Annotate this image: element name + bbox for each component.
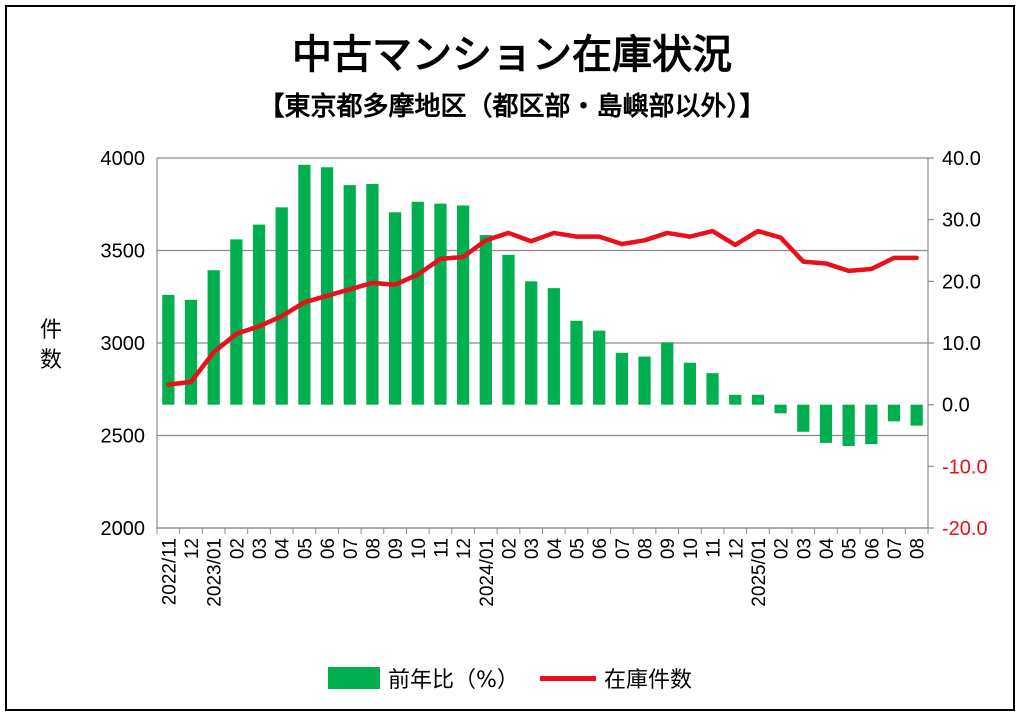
x-tick-label: 2022/11: [159, 538, 180, 605]
x-tick-label: 10: [409, 538, 430, 559]
x-tick-label: 11: [704, 538, 725, 558]
x-tick-label: 07: [885, 538, 906, 559]
x-tick-label: 2024/01: [477, 538, 498, 607]
x-tick-label: 09: [386, 538, 407, 559]
x-tick-label: 08: [636, 538, 657, 559]
bar: [751, 394, 765, 405]
bar: [593, 330, 606, 405]
x-tick-label: 09: [658, 538, 679, 559]
legend-line-item: 在庫件数: [540, 662, 692, 694]
x-tick-label: 06: [862, 538, 883, 559]
chart-title: 中古マンション在庫状況: [292, 32, 732, 78]
x-tick-label: 02: [227, 538, 248, 559]
bar: [547, 288, 560, 405]
bar: [230, 239, 243, 405]
series-line: [166, 228, 919, 387]
legend-bar-item: 前年比（%）: [328, 662, 519, 694]
bar: [343, 185, 356, 405]
bar: [910, 404, 923, 426]
legend-line-label: 在庫件数: [604, 668, 693, 693]
y-right-tick-label: -20.0: [942, 518, 988, 540]
x-tick-label: 12: [182, 538, 203, 559]
x-tick-label: 06: [318, 538, 339, 559]
bar: [411, 201, 424, 405]
x-tick-label: 03: [794, 538, 815, 559]
bar: [774, 404, 787, 414]
bar: [162, 294, 175, 405]
x-tick-label: 04: [817, 538, 838, 560]
legend-bar-label: 前年比（%）: [388, 668, 519, 693]
bar: [457, 205, 470, 405]
bar: [661, 342, 674, 405]
y-right-tick-label: 40.0: [942, 148, 981, 170]
x-tick-label: 04: [545, 538, 566, 560]
bar: [887, 404, 901, 422]
y-left-tick-label: 3000: [101, 333, 146, 355]
y-right-tick-label: 30.0: [942, 210, 981, 232]
bar: [320, 167, 334, 405]
y-axis-label: 件数: [39, 318, 62, 373]
x-tick-label: 08: [363, 538, 384, 559]
bar: [366, 183, 379, 405]
bar: [842, 404, 855, 446]
y-left-tick-label: 3500: [101, 241, 146, 263]
bar: [615, 352, 628, 405]
x-tick-label: 07: [613, 538, 634, 559]
x-tick-label: 2023/01: [205, 538, 226, 607]
x-tick-label: 2025/01: [749, 538, 770, 607]
chart-subtitle: 【東京都多摩地区（都区部・島嶼部以外）】: [258, 92, 766, 122]
x-tick-label: 05: [840, 538, 861, 559]
bar: [388, 212, 402, 405]
x-tick-label: 10: [681, 538, 702, 559]
bar: [252, 224, 266, 405]
bar: [819, 404, 833, 443]
y-left-tick-label: 2500: [101, 426, 146, 448]
bar: [638, 356, 651, 405]
x-tick-label: 12: [726, 538, 747, 559]
x-tick-label: 02: [772, 538, 793, 559]
legend-line-swatch: [540, 675, 596, 681]
bar: [275, 207, 288, 405]
bar: [797, 404, 810, 432]
bar: [502, 254, 515, 405]
bar: [207, 270, 220, 405]
legend-bar-swatch: [328, 667, 380, 689]
x-tick-label: 12: [454, 538, 475, 559]
x-tick-label: 05: [568, 538, 589, 559]
x-tick-label: 11: [431, 538, 452, 558]
x-tick-label: 02: [499, 538, 520, 559]
bar: [298, 164, 311, 405]
chart-frame: [5, 5, 1015, 711]
y-right-tick-label: 0.0: [942, 395, 970, 417]
bar: [479, 235, 492, 405]
bar: [434, 203, 447, 405]
bar: [865, 404, 878, 445]
x-tick-label: 03: [250, 538, 271, 559]
bar: [525, 281, 538, 405]
bar: [184, 299, 198, 405]
y-left-tick-label: 4000: [101, 148, 146, 170]
x-tick-label: 04: [273, 538, 294, 560]
bar: [683, 362, 697, 405]
y-right-tick-label: 20.0: [942, 271, 981, 293]
x-tick-label: 06: [590, 538, 611, 559]
x-tick-label: 08: [908, 538, 929, 559]
x-tick-label: 03: [522, 538, 543, 559]
bar: [570, 320, 583, 405]
y-right-tick-label: 10.0: [942, 333, 981, 355]
x-tick-label: 07: [341, 538, 362, 559]
bar: [729, 394, 742, 405]
y-left-tick-label: 2000: [101, 518, 146, 540]
x-tick-label: 05: [295, 538, 316, 559]
y-right-tick-label: -10.0: [942, 456, 988, 478]
bar: [706, 373, 719, 405]
